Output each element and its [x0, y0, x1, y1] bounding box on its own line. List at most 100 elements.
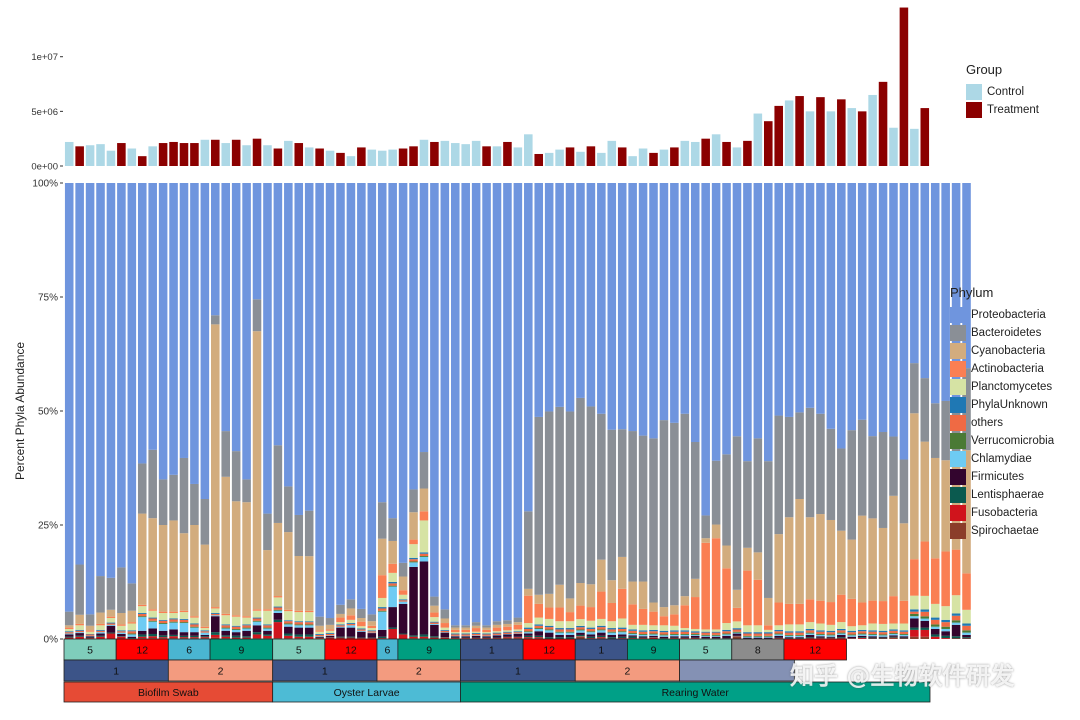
stack-segment-planctomycetes [628, 624, 637, 630]
stack-segment-lentisphaerae [409, 635, 418, 637]
stack-segment-phylaunknown [430, 621, 439, 623]
stack-segment-bacteroidetes [889, 436, 898, 496]
stack-segment-planctomycetes [670, 625, 679, 631]
stack-segment-verrucomicrobia [586, 631, 596, 633]
stack-segment-fusobacteria [670, 638, 679, 639]
stack-segment-fusobacteria [430, 637, 439, 639]
stack-segment-others [795, 632, 804, 635]
stack-segment-lentisphaerae [837, 637, 846, 639]
stack-segment-proteobacteria [701, 183, 710, 516]
stack-segment-planctomycetes [325, 630, 335, 634]
stack-segment-firmicutes [409, 566, 418, 636]
stack-segment-planctomycetes [857, 625, 867, 630]
stack-segment-lentisphaerae [607, 637, 617, 639]
stack-segment-others [336, 625, 345, 627]
top-bar-control [461, 144, 470, 166]
legend-swatch [950, 325, 966, 341]
stack-segment-bacteroidetes [377, 502, 387, 539]
stack-segment-chlamydiae [252, 621, 262, 626]
stack-segment-others [304, 622, 314, 625]
stack-segment-others [899, 631, 909, 634]
stack-segment-planctomycetes [367, 628, 377, 631]
stack-segment-bacteroidetes [690, 442, 700, 579]
stack-segment-chlamydiae [816, 634, 825, 637]
stack-segment-actinobacteria [96, 623, 105, 626]
legend-entry-fusobacteria: Fusobacteria [950, 504, 1054, 522]
stack-segment-chlamydiae [951, 622, 961, 625]
stack-segment-chlamydiae [190, 627, 199, 633]
stack-segment-planctomycetes [346, 619, 356, 624]
stack-segment-bacteroidetes [857, 419, 867, 516]
stack-segment-bacteroidetes [492, 621, 502, 625]
stack-segment-fusobacteria [252, 634, 262, 639]
stack-segment-cyanobacteria [117, 613, 126, 625]
annotation-label: Rearing Water [662, 687, 730, 699]
annotation-label: 5 [296, 645, 302, 657]
stack-segment-cyanobacteria [513, 622, 523, 625]
stack-segment-firmicutes [722, 635, 731, 639]
stack-segment-planctomycetes [169, 613, 178, 619]
stack-segment-planctomycetes [837, 622, 846, 629]
stack-segment-bacteroidetes [304, 510, 314, 557]
stack-segment-lentisphaerae [805, 637, 815, 639]
stack-segment-others [461, 634, 470, 636]
legend-swatch [950, 379, 966, 395]
stack-segment-planctomycetes [231, 616, 241, 626]
stack-segment-proteobacteria [774, 183, 783, 416]
annotation-label: 12 [543, 645, 555, 657]
stack-segment-lentisphaerae [534, 635, 544, 638]
stack-segment-planctomycetes [461, 632, 470, 634]
stack-segment-others [555, 629, 564, 632]
stack-segment-fusobacteria [628, 638, 637, 639]
stack-segment-actinobacteria [534, 603, 544, 618]
stack-segment-spirochaetae [221, 638, 231, 639]
stack-segment-chlamydiae [231, 629, 241, 633]
stack-segment-actinobacteria [471, 628, 481, 632]
stack-segment-actinobacteria [211, 607, 220, 609]
stack-segment-planctomycetes [179, 612, 189, 619]
stack-segment-bacteroidetes [211, 315, 220, 325]
stack-segment-phylaunknown [75, 629, 84, 631]
stack-segment-actinobacteria [889, 596, 898, 624]
stack-segment-cyanobacteria [492, 624, 502, 628]
stack-segment-chlamydiae [701, 635, 710, 637]
stack-segment-proteobacteria [336, 183, 345, 605]
stack-segment-cyanobacteria [471, 625, 481, 629]
stack-segment-others [659, 632, 669, 635]
stack-segment-chlamydiae [284, 624, 293, 627]
stack-segment-fusobacteria [649, 637, 658, 639]
stack-segment-bacteroidetes [763, 461, 773, 598]
stack-segment-phylaunknown [930, 617, 940, 620]
legend-swatch [950, 415, 966, 431]
top-bar-control [597, 152, 606, 166]
stack-segment-firmicutes [211, 616, 220, 633]
stack-segment-others [419, 553, 429, 557]
stack-segment-others [377, 608, 387, 611]
legend-label: Actinobacteria [971, 363, 1044, 375]
stack-segment-cyanobacteria [555, 584, 564, 608]
stack-segment-cyanobacteria [649, 602, 658, 612]
stack-segment-bacteroidetes [962, 368, 971, 451]
stack-segment-firmicutes [659, 636, 669, 639]
stack-segment-actinobacteria [304, 610, 314, 613]
main-y-tick-label: 25% [38, 521, 58, 532]
stack-segment-proteobacteria [868, 183, 877, 437]
stack-segment-cyanobacteria [357, 618, 366, 622]
stack-segment-bacteroidetes [398, 562, 408, 577]
stack-segment-bacteroidetes [450, 625, 460, 628]
stack-segment-actinobacteria [763, 625, 773, 630]
stack-segment-bacteroidetes [388, 518, 397, 541]
top-bar-control [659, 149, 669, 166]
legend-swatch [950, 361, 966, 377]
stack-segment-chlamydiae [941, 628, 950, 632]
stack-segment-firmicutes [576, 632, 585, 635]
stack-segment-firmicutes [294, 627, 304, 635]
stack-segment-actinobacteria [805, 599, 815, 623]
stack-segment-proteobacteria [659, 183, 669, 421]
annotation-label: 9 [238, 645, 244, 657]
stack-segment-planctomycetes [273, 597, 283, 607]
stack-segment-spirochaetae [200, 638, 210, 639]
stack-segment-cyanobacteria [847, 539, 857, 599]
top-y-tick-label: 5e+06 [31, 107, 58, 118]
